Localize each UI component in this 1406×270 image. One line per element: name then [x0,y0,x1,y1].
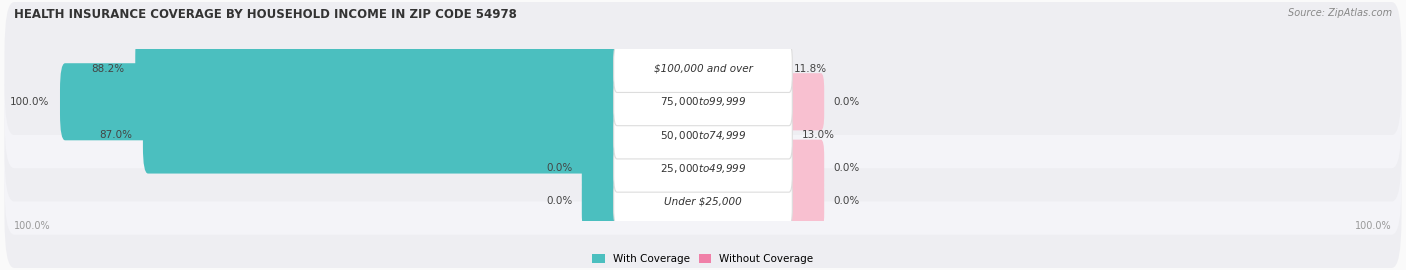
Text: 100.0%: 100.0% [14,221,51,231]
FancyBboxPatch shape [786,173,824,230]
Text: 0.0%: 0.0% [834,197,860,207]
FancyBboxPatch shape [613,45,793,92]
FancyBboxPatch shape [582,140,620,197]
FancyBboxPatch shape [143,96,621,174]
FancyBboxPatch shape [4,69,1402,201]
Text: 0.0%: 0.0% [546,197,572,207]
FancyBboxPatch shape [613,178,793,225]
Text: Source: ZipAtlas.com: Source: ZipAtlas.com [1288,8,1392,18]
FancyBboxPatch shape [582,173,620,230]
FancyBboxPatch shape [613,111,793,159]
FancyBboxPatch shape [613,78,793,126]
FancyBboxPatch shape [786,73,824,130]
Text: $100,000 and over: $100,000 and over [654,63,752,73]
FancyBboxPatch shape [135,30,621,107]
FancyBboxPatch shape [4,35,1402,168]
FancyBboxPatch shape [4,135,1402,268]
Text: 87.0%: 87.0% [98,130,132,140]
FancyBboxPatch shape [613,144,793,192]
FancyBboxPatch shape [4,2,1402,135]
Text: $50,000 to $74,999: $50,000 to $74,999 [659,129,747,141]
Text: $75,000 to $99,999: $75,000 to $99,999 [659,95,747,108]
Text: 11.8%: 11.8% [794,63,827,73]
Legend: With Coverage, Without Coverage: With Coverage, Without Coverage [588,250,818,268]
FancyBboxPatch shape [4,102,1402,235]
Text: HEALTH INSURANCE COVERAGE BY HOUSEHOLD INCOME IN ZIP CODE 54978: HEALTH INSURANCE COVERAGE BY HOUSEHOLD I… [14,8,517,21]
Text: 100.0%: 100.0% [10,97,49,107]
Text: Under $25,000: Under $25,000 [664,197,742,207]
Text: 13.0%: 13.0% [801,130,835,140]
Text: 0.0%: 0.0% [834,163,860,173]
Text: $25,000 to $49,999: $25,000 to $49,999 [659,162,747,175]
Text: 0.0%: 0.0% [834,97,860,107]
Text: 100.0%: 100.0% [1355,221,1392,231]
FancyBboxPatch shape [60,63,621,140]
Text: 0.0%: 0.0% [546,163,572,173]
Text: 88.2%: 88.2% [91,63,124,73]
FancyBboxPatch shape [786,140,824,197]
